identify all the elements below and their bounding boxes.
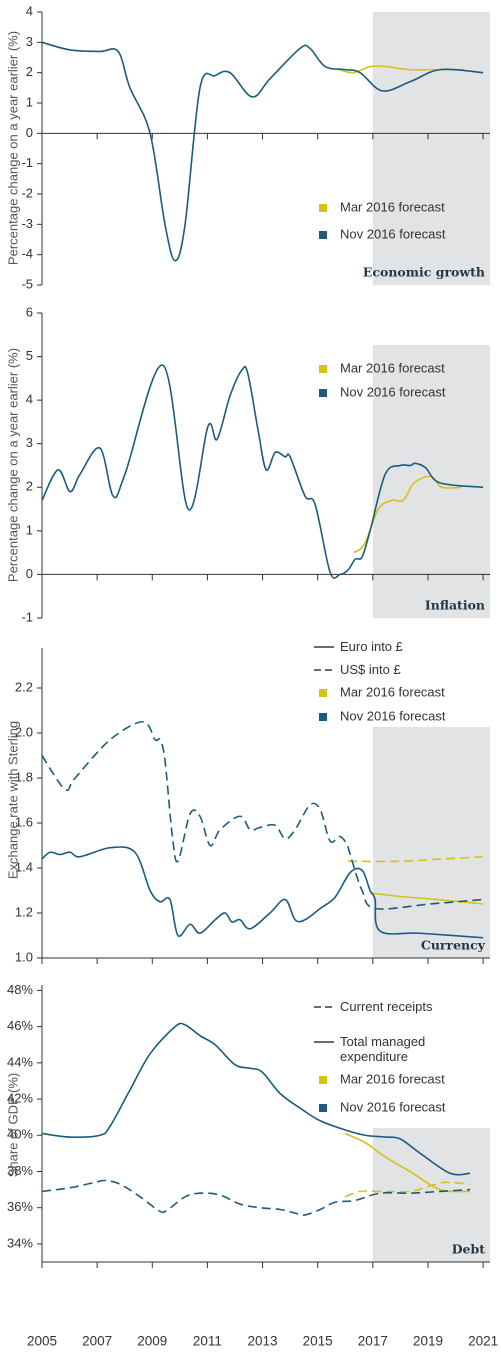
legend-swatch	[319, 365, 327, 373]
y-tick-label: -5	[21, 276, 33, 291]
y-tick-label: 44%	[7, 1054, 33, 1069]
y-tick-label: 2	[26, 64, 33, 79]
y-tick-label: 48%	[7, 982, 33, 997]
y-tick-label: 40%	[7, 1127, 33, 1142]
panel-label: Inflation	[425, 598, 485, 613]
x-tick-label: 2009	[137, 1334, 167, 1349]
series-line	[41, 364, 484, 579]
panel-label: Debt	[452, 1242, 486, 1257]
legend-item: Total managed expenditure	[340, 1034, 426, 1064]
y-tick-label: 2	[26, 479, 33, 494]
y-tick-label: -3	[21, 216, 33, 231]
legend-label: Nov 2016 forecast	[340, 1099, 446, 1114]
panel-label: Currency	[421, 938, 486, 953]
y-tick-label: 1.0	[15, 949, 33, 964]
legend-label: Nov 2016 forecast	[340, 384, 446, 399]
legend-swatch	[319, 1104, 327, 1112]
y-tick-label: 2.2	[15, 679, 33, 694]
y-tick-label: 4	[26, 3, 33, 18]
y-tick-label: 34%	[7, 1235, 33, 1250]
y-tick-label: 42%	[7, 1090, 33, 1105]
y-tick-label: 0	[26, 566, 33, 581]
forecast-shade	[372, 12, 490, 285]
x-tick-label: 2015	[303, 1334, 333, 1349]
y-tick-label: 0	[26, 125, 33, 140]
y-axis-label: Percentage change on a year earlier (%)	[5, 348, 20, 582]
legend-label: Mar 2016 forecast	[340, 684, 445, 699]
y-tick-label: 4	[26, 392, 33, 407]
forecast-shade	[372, 345, 490, 618]
y-tick-label: 1.6	[15, 814, 33, 829]
legend-item: Euro into £	[340, 639, 403, 654]
y-tick-label: 1.2	[15, 904, 33, 919]
y-axis-label: Percentage change on a year earlier (%)	[5, 31, 20, 265]
forecast-shade	[372, 727, 490, 958]
y-tick-label: 3	[26, 435, 33, 450]
legend-label: Nov 2016 forecast	[340, 708, 446, 723]
series-line	[41, 846, 484, 939]
series-line	[41, 1179, 471, 1216]
series-line	[344, 1181, 471, 1198]
legend-swatch	[319, 713, 327, 721]
y-axis-label: Exchange rate with Sterling	[5, 721, 20, 879]
legend-label: Euro into £	[340, 639, 403, 654]
series-line	[41, 720, 484, 910]
y-tick-label: 6	[26, 304, 33, 319]
y-tick-label: 5	[26, 348, 33, 363]
panel-label: Economic growth	[363, 265, 485, 280]
y-tick-label: 38%	[7, 1163, 33, 1178]
y-tick-label: 1.4	[15, 859, 33, 874]
legend-item: Current receipts	[340, 999, 433, 1014]
y-axis-label: Share of GDP (%)	[5, 1073, 20, 1178]
legend-swatch	[319, 231, 327, 239]
y-tick-label: 46%	[7, 1018, 33, 1033]
y-tick-label: 3	[26, 34, 33, 49]
y-tick-label: 1	[26, 94, 33, 109]
legend-item: US$ into £	[340, 662, 401, 677]
y-tick-label: -4	[21, 246, 33, 261]
y-tick-label: 36%	[7, 1199, 33, 1214]
x-tick-label: 2013	[248, 1334, 278, 1349]
y-tick-label: 2.0	[15, 724, 33, 739]
x-tick-label: 2007	[82, 1334, 112, 1349]
legend-label: Mar 2016 forecast	[340, 199, 445, 214]
forecast-shade	[372, 1128, 490, 1262]
y-tick-label: 1.8	[15, 769, 33, 784]
x-tick-label: 2011	[193, 1334, 222, 1349]
y-tick-label: -1	[21, 609, 33, 624]
series-line	[41, 1022, 471, 1176]
legend-swatch	[319, 689, 327, 697]
x-tick-label: 2021	[468, 1334, 498, 1349]
legend-swatch	[319, 1076, 327, 1084]
legend-label: Total managed expenditure	[340, 1034, 426, 1064]
y-tick-label: -1	[21, 155, 33, 170]
legend-label: US$ into £	[340, 662, 401, 677]
legend-swatch	[319, 204, 327, 212]
series-line	[41, 41, 484, 262]
series-line	[344, 1132, 471, 1193]
y-tick-label: -2	[21, 185, 33, 200]
legend-label: Nov 2016 forecast	[340, 226, 446, 241]
legend-swatch	[319, 389, 327, 397]
x-tick-label: 2005	[27, 1334, 57, 1349]
x-tick-label: 2017	[358, 1334, 388, 1349]
legend-label: Current receipts	[340, 999, 433, 1014]
legend-label: Mar 2016 forecast	[340, 1071, 445, 1086]
legend-label: Mar 2016 forecast	[340, 360, 445, 375]
series-line	[348, 855, 484, 863]
y-tick-label: 1	[26, 522, 33, 537]
x-tick-label: 2019	[413, 1334, 443, 1349]
